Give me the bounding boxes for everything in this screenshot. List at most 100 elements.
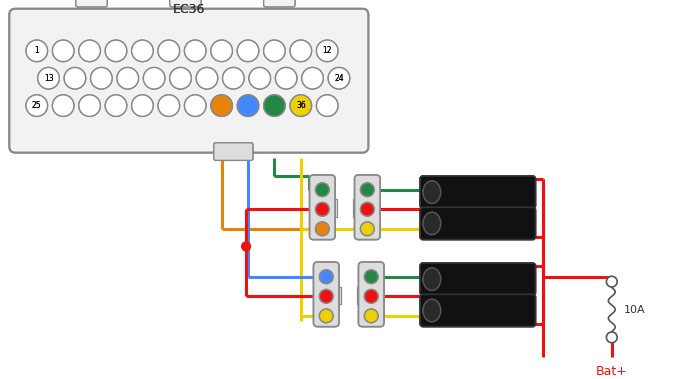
Circle shape <box>276 67 297 89</box>
Circle shape <box>144 67 165 89</box>
Circle shape <box>361 222 374 236</box>
Text: 24: 24 <box>334 74 344 83</box>
Text: 36: 36 <box>296 101 306 110</box>
Bar <box>353 199 359 217</box>
Circle shape <box>158 40 179 62</box>
Circle shape <box>607 332 617 343</box>
Text: 36: 36 <box>296 101 306 110</box>
Circle shape <box>249 67 270 89</box>
Circle shape <box>64 67 86 89</box>
Circle shape <box>315 222 329 236</box>
FancyBboxPatch shape <box>309 175 335 240</box>
Ellipse shape <box>423 268 441 290</box>
Circle shape <box>211 95 233 116</box>
Circle shape <box>211 95 233 116</box>
Circle shape <box>315 202 329 216</box>
Circle shape <box>237 95 259 116</box>
FancyBboxPatch shape <box>170 0 201 7</box>
Circle shape <box>105 40 127 62</box>
Circle shape <box>131 40 153 62</box>
FancyBboxPatch shape <box>170 0 201 7</box>
Circle shape <box>79 40 100 62</box>
Circle shape <box>319 270 333 283</box>
Ellipse shape <box>423 299 441 322</box>
Circle shape <box>222 67 244 89</box>
Circle shape <box>158 95 179 116</box>
Circle shape <box>105 40 127 62</box>
Circle shape <box>264 40 285 62</box>
Circle shape <box>170 67 191 89</box>
Circle shape <box>131 40 153 62</box>
Circle shape <box>365 290 378 303</box>
Circle shape <box>249 67 270 89</box>
Circle shape <box>361 222 374 236</box>
Bar <box>335 287 341 304</box>
Text: EC36: EC36 <box>173 3 205 16</box>
FancyBboxPatch shape <box>309 175 335 240</box>
Circle shape <box>185 40 206 62</box>
Text: Bat+: Bat+ <box>596 365 627 378</box>
FancyBboxPatch shape <box>420 294 536 327</box>
Circle shape <box>317 95 338 116</box>
Circle shape <box>361 183 374 197</box>
FancyBboxPatch shape <box>214 143 253 160</box>
Circle shape <box>290 40 311 62</box>
Ellipse shape <box>423 212 441 235</box>
Circle shape <box>328 67 350 89</box>
Text: 25: 25 <box>32 101 42 110</box>
Circle shape <box>26 40 48 62</box>
FancyBboxPatch shape <box>9 9 368 153</box>
Bar <box>357 287 363 304</box>
Circle shape <box>170 67 191 89</box>
FancyBboxPatch shape <box>420 207 536 240</box>
Ellipse shape <box>423 181 441 204</box>
Circle shape <box>290 95 311 116</box>
Circle shape <box>319 309 333 323</box>
Circle shape <box>290 95 311 116</box>
FancyBboxPatch shape <box>420 176 536 208</box>
Bar <box>357 287 363 304</box>
Circle shape <box>302 67 324 89</box>
Circle shape <box>365 270 378 283</box>
Circle shape <box>319 309 333 323</box>
Circle shape <box>315 183 329 197</box>
Circle shape <box>290 40 311 62</box>
Circle shape <box>211 40 233 62</box>
Circle shape <box>315 183 329 197</box>
Circle shape <box>144 67 165 89</box>
Circle shape <box>185 95 206 116</box>
Circle shape <box>53 40 74 62</box>
Circle shape <box>319 290 333 303</box>
FancyBboxPatch shape <box>420 176 536 208</box>
FancyBboxPatch shape <box>214 143 253 160</box>
Bar <box>353 199 359 217</box>
FancyBboxPatch shape <box>264 0 295 7</box>
Bar <box>331 199 337 217</box>
Bar <box>331 199 337 217</box>
Circle shape <box>302 67 324 89</box>
Ellipse shape <box>423 212 441 235</box>
Circle shape <box>79 95 100 116</box>
Circle shape <box>264 95 285 116</box>
Circle shape <box>105 95 127 116</box>
Circle shape <box>53 40 74 62</box>
Text: 1: 1 <box>34 46 39 55</box>
Circle shape <box>79 95 100 116</box>
Circle shape <box>237 95 259 116</box>
Circle shape <box>38 67 59 89</box>
FancyBboxPatch shape <box>76 0 107 7</box>
FancyBboxPatch shape <box>420 207 536 240</box>
FancyBboxPatch shape <box>420 294 536 327</box>
Circle shape <box>276 67 297 89</box>
Text: 10A: 10A <box>623 304 645 315</box>
FancyBboxPatch shape <box>355 175 380 240</box>
Text: 12: 12 <box>322 46 332 55</box>
Circle shape <box>264 95 285 116</box>
Circle shape <box>53 95 74 116</box>
Bar <box>331 199 337 217</box>
Circle shape <box>26 95 48 116</box>
Circle shape <box>365 290 378 303</box>
Text: 1: 1 <box>34 46 39 55</box>
Circle shape <box>158 95 179 116</box>
Circle shape <box>196 67 218 89</box>
